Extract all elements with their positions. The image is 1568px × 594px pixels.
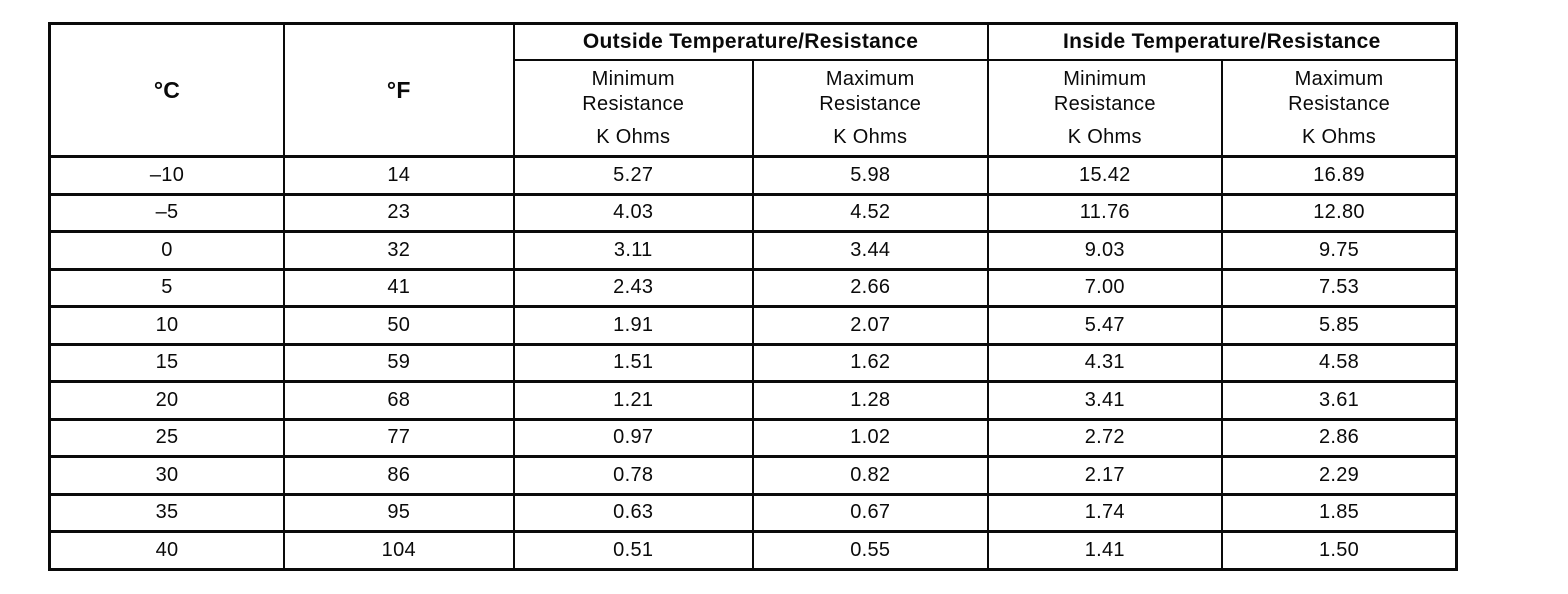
subheader-unit: K Ohms (596, 125, 671, 148)
cell-outside-max: 3.44 (751, 230, 989, 271)
cell-fahrenheit: 77 (283, 417, 515, 458)
cell-outside-min: 0.78 (512, 455, 754, 496)
subheader-outside-minimum: Minimum Resistance K Ohms (512, 58, 754, 158)
cell-celsius: 0 (48, 230, 286, 271)
sub-header-row: Minimum Resistance K Ohms Maximum Resist… (50, 58, 1458, 158)
table-row: 25 77 0.97 1.02 2.72 2.86 (48, 417, 1458, 458)
subheader-outside-maximum: Maximum Resistance K Ohms (751, 58, 989, 158)
column-header-fahrenheit: °F (283, 22, 515, 158)
table-row: 20 68 1.21 1.28 3.41 3.61 (48, 380, 1458, 421)
cell-inside-max: 9.75 (1221, 230, 1458, 271)
cell-outside-max: 2.07 (751, 305, 989, 346)
cell-inside-max: 1.50 (1221, 530, 1458, 571)
cell-outside-max: 1.28 (751, 380, 989, 421)
cell-inside-min: 11.76 (986, 192, 1224, 233)
cell-outside-min: 1.91 (512, 305, 754, 346)
group-header-outside: Outside Temperature/Resistance (512, 22, 989, 61)
cell-celsius: –10 (48, 155, 286, 196)
cell-celsius: 20 (48, 380, 286, 421)
group-header-inside: Inside Temperature/Resistance (986, 22, 1458, 61)
cell-inside-min: 1.41 (986, 530, 1224, 571)
cell-inside-max: 2.86 (1221, 417, 1458, 458)
cell-fahrenheit: 50 (283, 305, 515, 346)
cell-celsius: 10 (48, 305, 286, 346)
cell-celsius: –5 (48, 192, 286, 233)
subheader-label: Minimum Resistance (582, 67, 685, 115)
cell-outside-min: 4.03 (512, 192, 754, 233)
cell-inside-max: 12.80 (1221, 192, 1458, 233)
cell-inside-min: 2.17 (986, 455, 1224, 496)
cell-outside-min: 2.43 (512, 267, 754, 308)
cell-celsius: 15 (48, 342, 286, 383)
cell-fahrenheit: 95 (283, 492, 515, 533)
cell-inside-min: 3.41 (986, 380, 1224, 421)
table-row: 30 86 0.78 0.82 2.17 2.29 (48, 455, 1458, 496)
table-row: 35 95 0.63 0.67 1.74 1.85 (48, 492, 1458, 533)
cell-inside-max: 5.85 (1221, 305, 1458, 346)
subheader-inside-maximum: Maximum Resistance K Ohms (1221, 58, 1458, 158)
cell-inside-max: 16.89 (1221, 155, 1458, 196)
cell-celsius: 40 (48, 530, 286, 571)
cell-fahrenheit: 41 (283, 267, 515, 308)
cell-outside-max: 0.55 (751, 530, 989, 571)
table-row: 5 41 2.43 2.66 7.00 7.53 (48, 267, 1458, 308)
cell-inside-min: 5.47 (986, 305, 1224, 346)
cell-inside-max: 2.29 (1221, 455, 1458, 496)
cell-outside-min: 5.27 (512, 155, 754, 196)
cell-outside-max: 0.82 (751, 455, 989, 496)
cell-outside-min: 1.21 (512, 380, 754, 421)
cell-fahrenheit: 14 (283, 155, 515, 196)
cell-inside-max: 1.85 (1221, 492, 1458, 533)
cell-fahrenheit: 68 (283, 380, 515, 421)
cell-outside-min: 3.11 (512, 230, 754, 271)
temperature-resistance-table: °C °F Outside Temperature/Resistance Ins… (48, 22, 1458, 571)
cell-fahrenheit: 104 (283, 530, 515, 571)
cell-inside-max: 7.53 (1221, 267, 1458, 308)
cell-inside-min: 9.03 (986, 230, 1224, 271)
column-header-celsius: °C (48, 22, 286, 158)
cell-fahrenheit: 32 (283, 230, 515, 271)
cell-outside-max: 5.98 (751, 155, 989, 196)
cell-inside-min: 2.72 (986, 417, 1224, 458)
cell-inside-min: 1.74 (986, 492, 1224, 533)
cell-outside-min: 1.51 (512, 342, 754, 383)
cell-fahrenheit: 86 (283, 455, 515, 496)
cell-outside-max: 1.62 (751, 342, 989, 383)
cell-inside-min: 7.00 (986, 267, 1224, 308)
cell-fahrenheit: 59 (283, 342, 515, 383)
subheader-unit: K Ohms (1302, 125, 1377, 148)
table-row: 0 32 3.11 3.44 9.03 9.75 (48, 230, 1458, 271)
cell-outside-max: 1.02 (751, 417, 989, 458)
cell-inside-min: 4.31 (986, 342, 1224, 383)
cell-outside-min: 0.97 (512, 417, 754, 458)
cell-outside-max: 4.52 (751, 192, 989, 233)
table-row: 40 104 0.51 0.55 1.41 1.50 (48, 530, 1458, 571)
group-header-row: °C °F Outside Temperature/Resistance Ins… (48, 22, 1458, 158)
cell-fahrenheit: 23 (283, 192, 515, 233)
cell-celsius: 25 (48, 417, 286, 458)
cell-celsius: 30 (48, 455, 286, 496)
cell-celsius: 5 (48, 267, 286, 308)
subheader-inside-minimum: Minimum Resistance K Ohms (986, 58, 1224, 158)
subheader-label: Maximum Resistance (819, 67, 922, 115)
cell-outside-max: 0.67 (751, 492, 989, 533)
subheader-unit: K Ohms (1067, 125, 1142, 148)
table-row: 10 50 1.91 2.07 5.47 5.85 (48, 305, 1458, 346)
subheader-label: Minimum Resistance (1053, 67, 1156, 115)
cell-inside-max: 4.58 (1221, 342, 1458, 383)
cell-outside-min: 0.63 (512, 492, 754, 533)
subheader-unit: K Ohms (833, 125, 908, 148)
cell-inside-min: 15.42 (986, 155, 1224, 196)
table-row: –5 23 4.03 4.52 11.76 12.80 (48, 192, 1458, 233)
cell-inside-max: 3.61 (1221, 380, 1458, 421)
table-row: 15 59 1.51 1.62 4.31 4.58 (48, 342, 1458, 383)
subheader-label: Maximum Resistance (1288, 67, 1390, 115)
cell-celsius: 35 (48, 492, 286, 533)
cell-outside-min: 0.51 (512, 530, 754, 571)
table-row: –10 14 5.27 5.98 15.42 16.89 (48, 155, 1458, 196)
cell-outside-max: 2.66 (751, 267, 989, 308)
